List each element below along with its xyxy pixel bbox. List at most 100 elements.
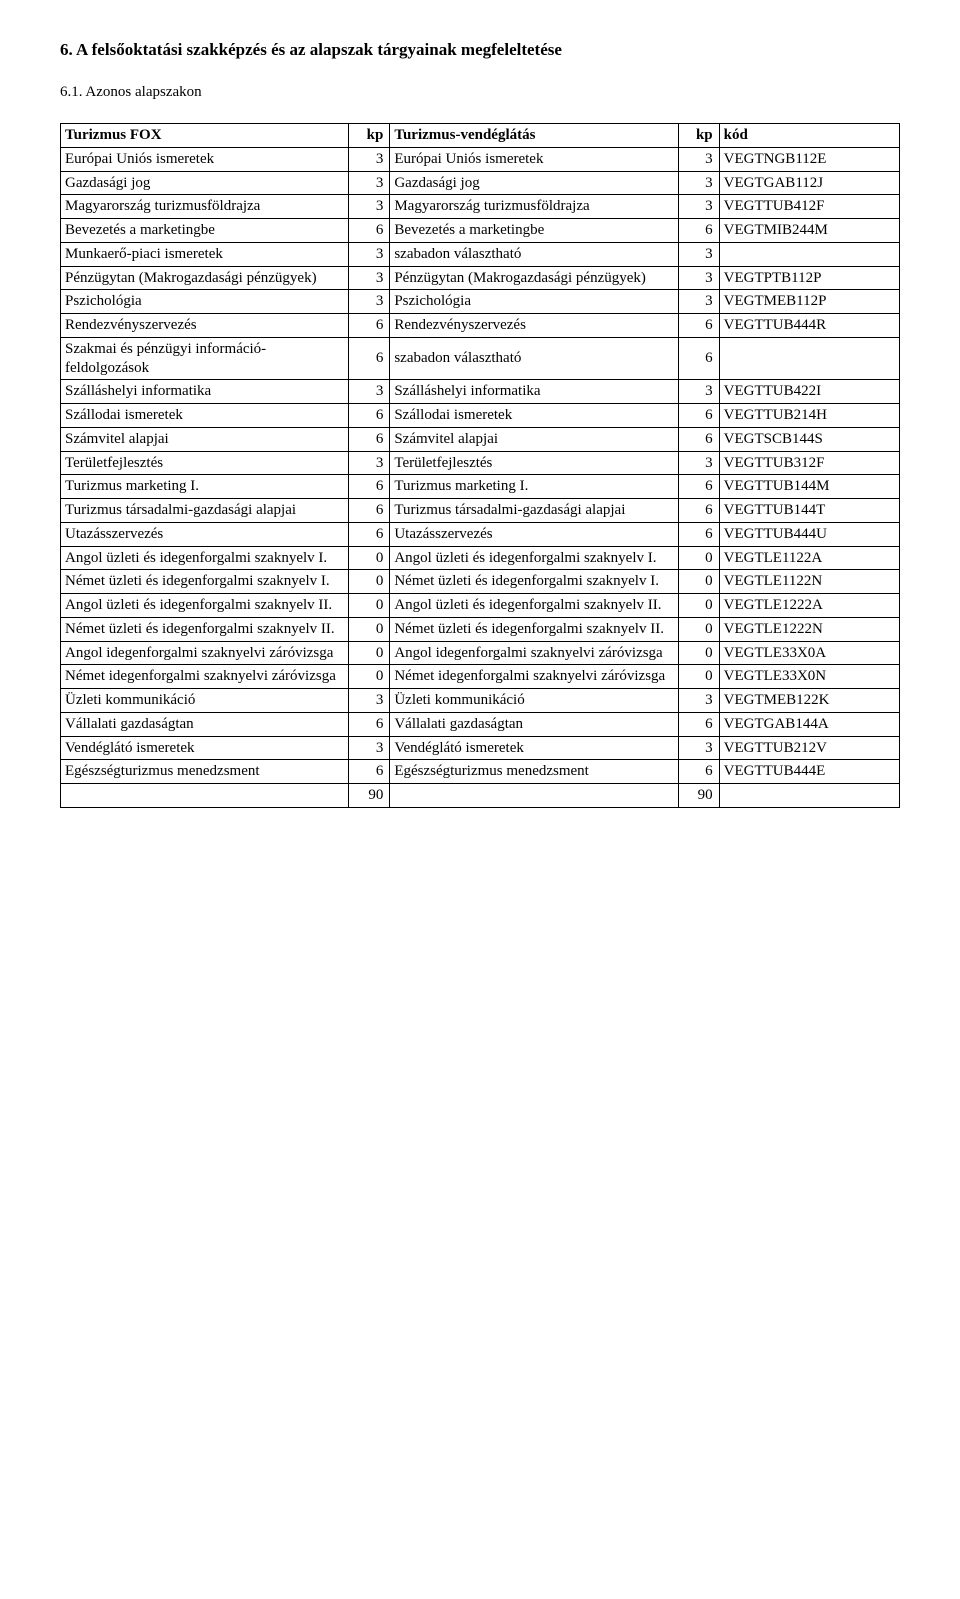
cell-code: VEGTLE1222A	[719, 594, 899, 618]
cell-kp-right: 6	[678, 499, 719, 523]
cell-kp-left: 6	[349, 404, 390, 428]
cell-code: VEGTPTB112P	[719, 266, 899, 290]
table-row: Pszichológia3Pszichológia3VEGTMEB112P	[61, 290, 900, 314]
cell-left-subject: Angol idegenforgalmi szaknyelvi záróvizs…	[61, 641, 349, 665]
cell-code	[719, 337, 899, 380]
cell-kp-right: 3	[678, 380, 719, 404]
cell-code: VEGTMEB122K	[719, 689, 899, 713]
cell-right-subject: Rendezvényszervezés	[390, 314, 678, 338]
cell-kp-left: 3	[349, 266, 390, 290]
cell-code: VEGTTUB444U	[719, 522, 899, 546]
sum-empty-1	[61, 784, 349, 808]
cell-left-subject: Turizmus társadalmi-gazdasági alapjai	[61, 499, 349, 523]
cell-left-subject: Német üzleti és idegenforgalmi szaknyelv…	[61, 570, 349, 594]
table-row: Pénzügytan (Makrogazdasági pénzügyek)3Pé…	[61, 266, 900, 290]
cell-kp-right: 3	[678, 736, 719, 760]
cell-kp-left: 0	[349, 617, 390, 641]
cell-kp-right: 3	[678, 290, 719, 314]
table-row: Üzleti kommunikáció3Üzleti kommunikáció3…	[61, 689, 900, 713]
sum-empty-3	[719, 784, 899, 808]
cell-left-subject: Magyarország turizmusföldrajza	[61, 195, 349, 219]
cell-code: VEGTMEB112P	[719, 290, 899, 314]
cell-right-subject: Német üzleti és idegenforgalmi szaknyelv…	[390, 570, 678, 594]
cell-kp-right: 6	[678, 712, 719, 736]
sum-kp2: 90	[678, 784, 719, 808]
cell-right-subject: Gazdasági jog	[390, 171, 678, 195]
table-row: Európai Uniós ismeretek3Európai Uniós is…	[61, 147, 900, 171]
th-right-name: Turizmus-vendéglátás	[390, 124, 678, 148]
cell-kp-left: 0	[349, 665, 390, 689]
cell-right-subject: Magyarország turizmusföldrajza	[390, 195, 678, 219]
cell-code: VEGTMIB244M	[719, 219, 899, 243]
cell-kp-left: 3	[349, 689, 390, 713]
table-row: Egészségturizmus menedzsment6Egészségtur…	[61, 760, 900, 784]
cell-code: VEGTTUB444E	[719, 760, 899, 784]
cell-code: VEGTLE1122N	[719, 570, 899, 594]
cell-kp-right: 6	[678, 314, 719, 338]
cell-left-subject: Német idegenforgalmi szaknyelvi záróvizs…	[61, 665, 349, 689]
cell-code: VEGTGAB144A	[719, 712, 899, 736]
cell-code: VEGTTUB214H	[719, 404, 899, 428]
cell-kp-right: 6	[678, 337, 719, 380]
cell-kp-right: 0	[678, 665, 719, 689]
cell-left-subject: Üzleti kommunikáció	[61, 689, 349, 713]
table-row: Bevezetés a marketingbe6Bevezetés a mark…	[61, 219, 900, 243]
cell-code: VEGTTUB212V	[719, 736, 899, 760]
sum-kp1: 90	[349, 784, 390, 808]
table-row: Turizmus marketing I.6Turizmus marketing…	[61, 475, 900, 499]
table-row: Német üzleti és idegenforgalmi szaknyelv…	[61, 570, 900, 594]
cell-kp-left: 0	[349, 641, 390, 665]
cell-left-subject: Angol üzleti és idegenforgalmi szaknyelv…	[61, 546, 349, 570]
cell-left-subject: Európai Uniós ismeretek	[61, 147, 349, 171]
cell-kp-right: 3	[678, 689, 719, 713]
cell-right-subject: Angol idegenforgalmi szaknyelvi záróvizs…	[390, 641, 678, 665]
table-sum-row: 90 90	[61, 784, 900, 808]
cell-left-subject: Német üzleti és idegenforgalmi szaknyelv…	[61, 617, 349, 641]
cell-right-subject: Pszichológia	[390, 290, 678, 314]
cell-kp-left: 3	[349, 380, 390, 404]
cell-left-subject: Pszichológia	[61, 290, 349, 314]
table-row: Vállalati gazdaságtan6Vállalati gazdaság…	[61, 712, 900, 736]
sum-empty-2	[390, 784, 678, 808]
cell-code: VEGTTUB312F	[719, 451, 899, 475]
cell-right-subject: Német üzleti és idegenforgalmi szaknyelv…	[390, 617, 678, 641]
cell-kp-right: 0	[678, 641, 719, 665]
cell-right-subject: Szállodai ismeretek	[390, 404, 678, 428]
cell-kp-left: 6	[349, 760, 390, 784]
th-code: kód	[719, 124, 899, 148]
cell-kp-left: 3	[349, 147, 390, 171]
cell-code: VEGTGAB112J	[719, 171, 899, 195]
table-body: Európai Uniós ismeretek3Európai Uniós is…	[61, 147, 900, 783]
cell-code: VEGTTUB144M	[719, 475, 899, 499]
cell-right-subject: Vállalati gazdaságtan	[390, 712, 678, 736]
table-row: Számvitel alapjai6Számvitel alapjai6VEGT…	[61, 427, 900, 451]
cell-kp-right: 6	[678, 404, 719, 428]
cell-right-subject: Turizmus marketing I.	[390, 475, 678, 499]
cell-left-subject: Szállodai ismeretek	[61, 404, 349, 428]
cell-left-subject: Rendezvényszervezés	[61, 314, 349, 338]
cell-right-subject: Egészségturizmus menedzsment	[390, 760, 678, 784]
cell-right-subject: Német idegenforgalmi szaknyelvi záróvizs…	[390, 665, 678, 689]
cell-code: VEGTTUB444R	[719, 314, 899, 338]
table-row: Területfejlesztés3Területfejlesztés3VEGT…	[61, 451, 900, 475]
cell-right-subject: Utazásszervezés	[390, 522, 678, 546]
cell-left-subject: Egészségturizmus menedzsment	[61, 760, 349, 784]
table-row: Utazásszervezés6Utazásszervezés6VEGTTUB4…	[61, 522, 900, 546]
th-kp2: kp	[678, 124, 719, 148]
cell-right-subject: Vendéglátó ismeretek	[390, 736, 678, 760]
cell-left-subject: Turizmus marketing I.	[61, 475, 349, 499]
cell-right-subject: Szálláshelyi informatika	[390, 380, 678, 404]
cell-kp-right: 0	[678, 617, 719, 641]
cell-kp-right: 0	[678, 594, 719, 618]
table-row: Angol idegenforgalmi szaknyelvi záróvizs…	[61, 641, 900, 665]
table-row: Gazdasági jog3Gazdasági jog3VEGTGAB112J	[61, 171, 900, 195]
table-row: Német idegenforgalmi szaknyelvi záróvizs…	[61, 665, 900, 689]
cell-kp-left: 0	[349, 570, 390, 594]
cell-kp-right: 3	[678, 242, 719, 266]
cell-right-subject: Területfejlesztés	[390, 451, 678, 475]
cell-kp-right: 3	[678, 266, 719, 290]
cell-kp-left: 6	[349, 475, 390, 499]
cell-right-subject: szabadon választható	[390, 242, 678, 266]
subsection-title: 6.1. Azonos alapszakon	[60, 84, 900, 101]
cell-right-subject: Angol üzleti és idegenforgalmi szaknyelv…	[390, 594, 678, 618]
